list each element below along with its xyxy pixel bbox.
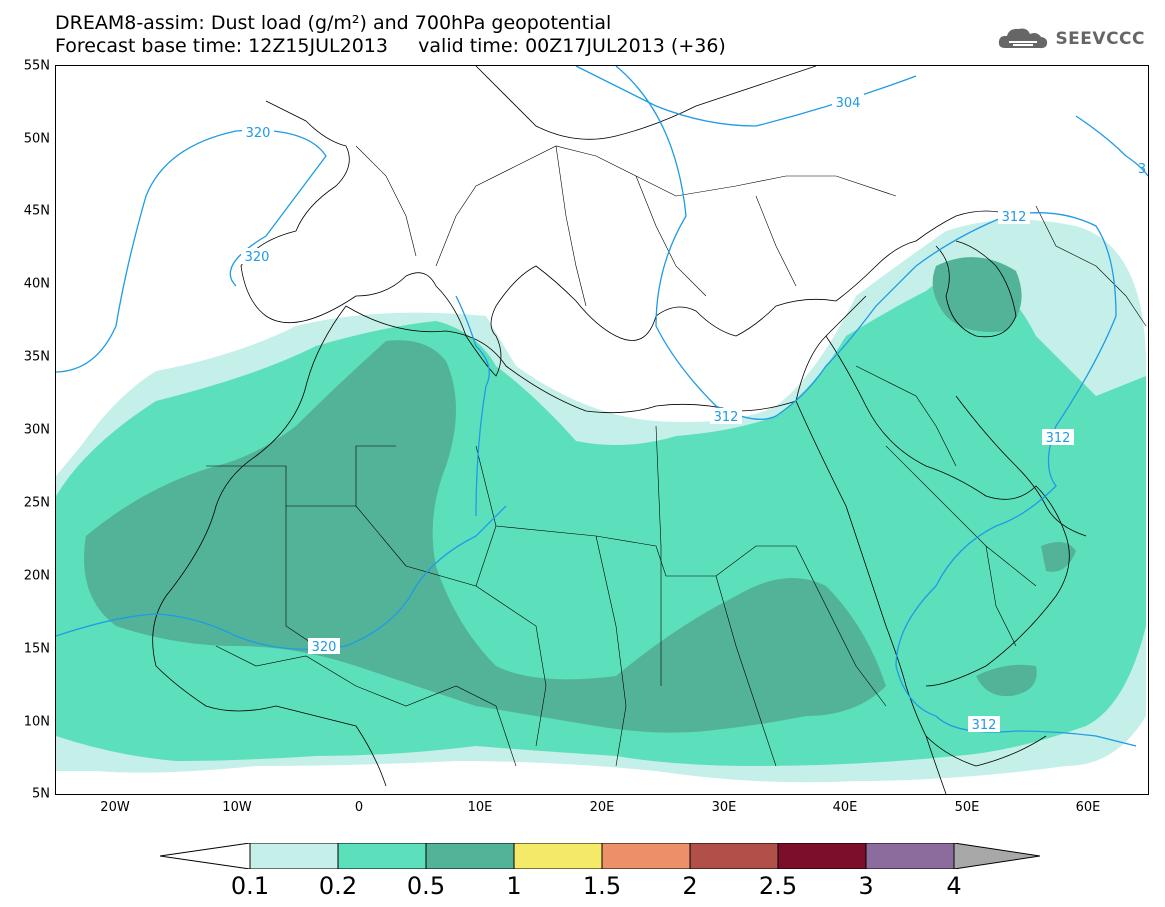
border-europe-1 <box>435 145 677 267</box>
colorbar-label: 0.2 <box>318 872 358 900</box>
colorbar <box>160 843 1040 869</box>
colorbar-bin <box>689 843 779 869</box>
border-sahara-7 <box>595 535 627 767</box>
coastline-red-sea <box>795 400 1047 767</box>
lat-label: 5N <box>32 786 50 802</box>
border-mideast-2 <box>885 445 1037 587</box>
colorbar-label: 3 <box>858 872 874 900</box>
colorbar-bin <box>601 843 691 869</box>
lat-label: 35N <box>23 349 50 365</box>
colorbar-label: 2.5 <box>758 872 798 900</box>
colorbar-bin <box>425 843 515 869</box>
border-europe-3 <box>635 175 707 297</box>
contour-label: 320 <box>246 126 271 141</box>
colorbar-bin <box>865 843 955 869</box>
coastline-arabia <box>825 335 1070 687</box>
coastline-africa <box>152 305 387 787</box>
lat-label: 20N <box>23 568 50 584</box>
border-europe-6 <box>755 195 797 287</box>
dust-load-map: 320 320 304 320 312 312 312 312 3 <box>55 65 1149 795</box>
border-mideast-3 <box>985 545 1017 647</box>
lon-label: 30E <box>711 800 737 815</box>
lat-label: 55N <box>23 58 50 74</box>
contour-320-west <box>56 129 327 373</box>
lat-label: 15N <box>23 641 50 657</box>
border-europe-5 <box>355 145 417 257</box>
colorbar-label: 0.1 <box>230 872 270 900</box>
colorbar-bin <box>777 843 867 869</box>
dust-shade-0.5-1-oman <box>1041 542 1076 572</box>
border-mideast-1 <box>855 365 957 467</box>
colorbar-label: 1.5 <box>582 872 622 900</box>
coastline-east-africa <box>925 735 947 794</box>
lat-label: 10N <box>23 714 50 730</box>
contour-312-main <box>615 66 1137 747</box>
colorbar-arrow-low <box>160 843 251 869</box>
colorbar-label: 4 <box>946 872 962 900</box>
colorbar-bin <box>249 843 339 869</box>
contour-label: 312 <box>972 718 997 733</box>
lat-label: 25N <box>23 495 50 511</box>
lat-label: 30N <box>23 422 50 438</box>
border-westafrica <box>215 645 517 767</box>
cloud-logo-icon <box>999 28 1048 49</box>
border-europe-4 <box>675 175 897 197</box>
coastline-mediterranean-south <box>345 295 867 414</box>
border-sahara-8 <box>715 575 777 767</box>
contour-label: 312 <box>714 410 739 425</box>
dust-shade-0.5-1-arabia <box>976 664 1037 697</box>
border-sahara-5 <box>655 425 662 686</box>
colorbar-bin <box>513 843 603 869</box>
contour-label: 320 <box>245 250 270 265</box>
contour-312-sahara <box>455 295 490 517</box>
lon-label: 20W <box>100 800 130 815</box>
colorbar-label: 2 <box>682 872 698 900</box>
lon-label: 10E <box>467 800 493 815</box>
lon-label: 60E <box>1075 800 1101 815</box>
contour-label: 304 <box>836 96 861 111</box>
contour-304 <box>575 66 917 127</box>
colorbar-label: 1 <box>506 872 522 900</box>
contour-label: 312 <box>1002 210 1027 225</box>
contour-label: 320 <box>312 640 337 655</box>
colorbar-arrow-high <box>953 843 1040 869</box>
border-sahara-1 <box>206 445 396 507</box>
chart-title: DREAM8-assim: Dust load (g/m²) and 700hP… <box>55 12 612 34</box>
border-sahara-9 <box>795 545 887 707</box>
lon-label: 20E <box>589 800 615 815</box>
coastline-europe <box>240 100 1017 377</box>
dust-shade-0.5-1 <box>84 340 886 733</box>
coastline-persian-gulf <box>955 395 1087 537</box>
lon-label: 0 <box>354 800 364 815</box>
colorbar-label: 0.5 <box>406 872 446 900</box>
border-sahara-2 <box>285 506 317 647</box>
border-europe-2 <box>555 145 587 307</box>
logo-text: SEEVCCC <box>1055 29 1145 49</box>
contour-3-ne <box>1075 115 1148 177</box>
lat-label: 45N <box>23 203 50 219</box>
border-sahara-6 <box>475 585 547 747</box>
contour-label: 3 <box>1138 162 1146 177</box>
coastline-caspian <box>935 240 1017 338</box>
lat-label: 50N <box>23 131 50 147</box>
lon-label: 50E <box>954 800 980 815</box>
colorbar-bin <box>337 843 427 869</box>
coastline-north <box>475 66 817 140</box>
contour-label: 312 <box>1046 431 1071 446</box>
border-centralasia <box>1035 205 1147 327</box>
lon-label: 10W <box>222 800 252 815</box>
seevccc-logo: SEEVCCC <box>997 26 1145 52</box>
lon-label: 40E <box>832 800 858 815</box>
forecast-time-subtitle: Forecast base time: 12Z15JUL2013 valid t… <box>55 35 726 57</box>
lat-label: 40N <box>23 276 50 292</box>
dust-shade-0.5-1-caspian <box>932 257 1022 332</box>
